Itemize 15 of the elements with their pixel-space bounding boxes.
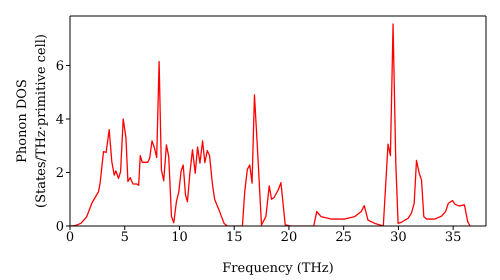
x-tick-label: 25	[335, 230, 352, 246]
y-axis-title: Phonon DOS (States/THz·primitive cell)	[15, 34, 49, 208]
x-tick-label: 15	[226, 230, 242, 246]
x-tick-label: 20	[280, 230, 298, 246]
x-axis-title: Frequency (THz)	[222, 261, 334, 276]
y-tick-label: 6	[56, 59, 64, 74]
y-tick-label: 2	[56, 166, 64, 182]
line-series	[70, 23, 471, 226]
y-tick-label: 4	[56, 112, 64, 128]
x-tick-label: 5	[120, 230, 129, 246]
x-tick-label: 30	[390, 230, 407, 246]
x-tick-label: 0	[66, 230, 74, 246]
x-tick-label: 10	[171, 230, 188, 246]
x-tick-label: 35	[444, 230, 462, 246]
y-tick-label: 0	[56, 220, 64, 235]
